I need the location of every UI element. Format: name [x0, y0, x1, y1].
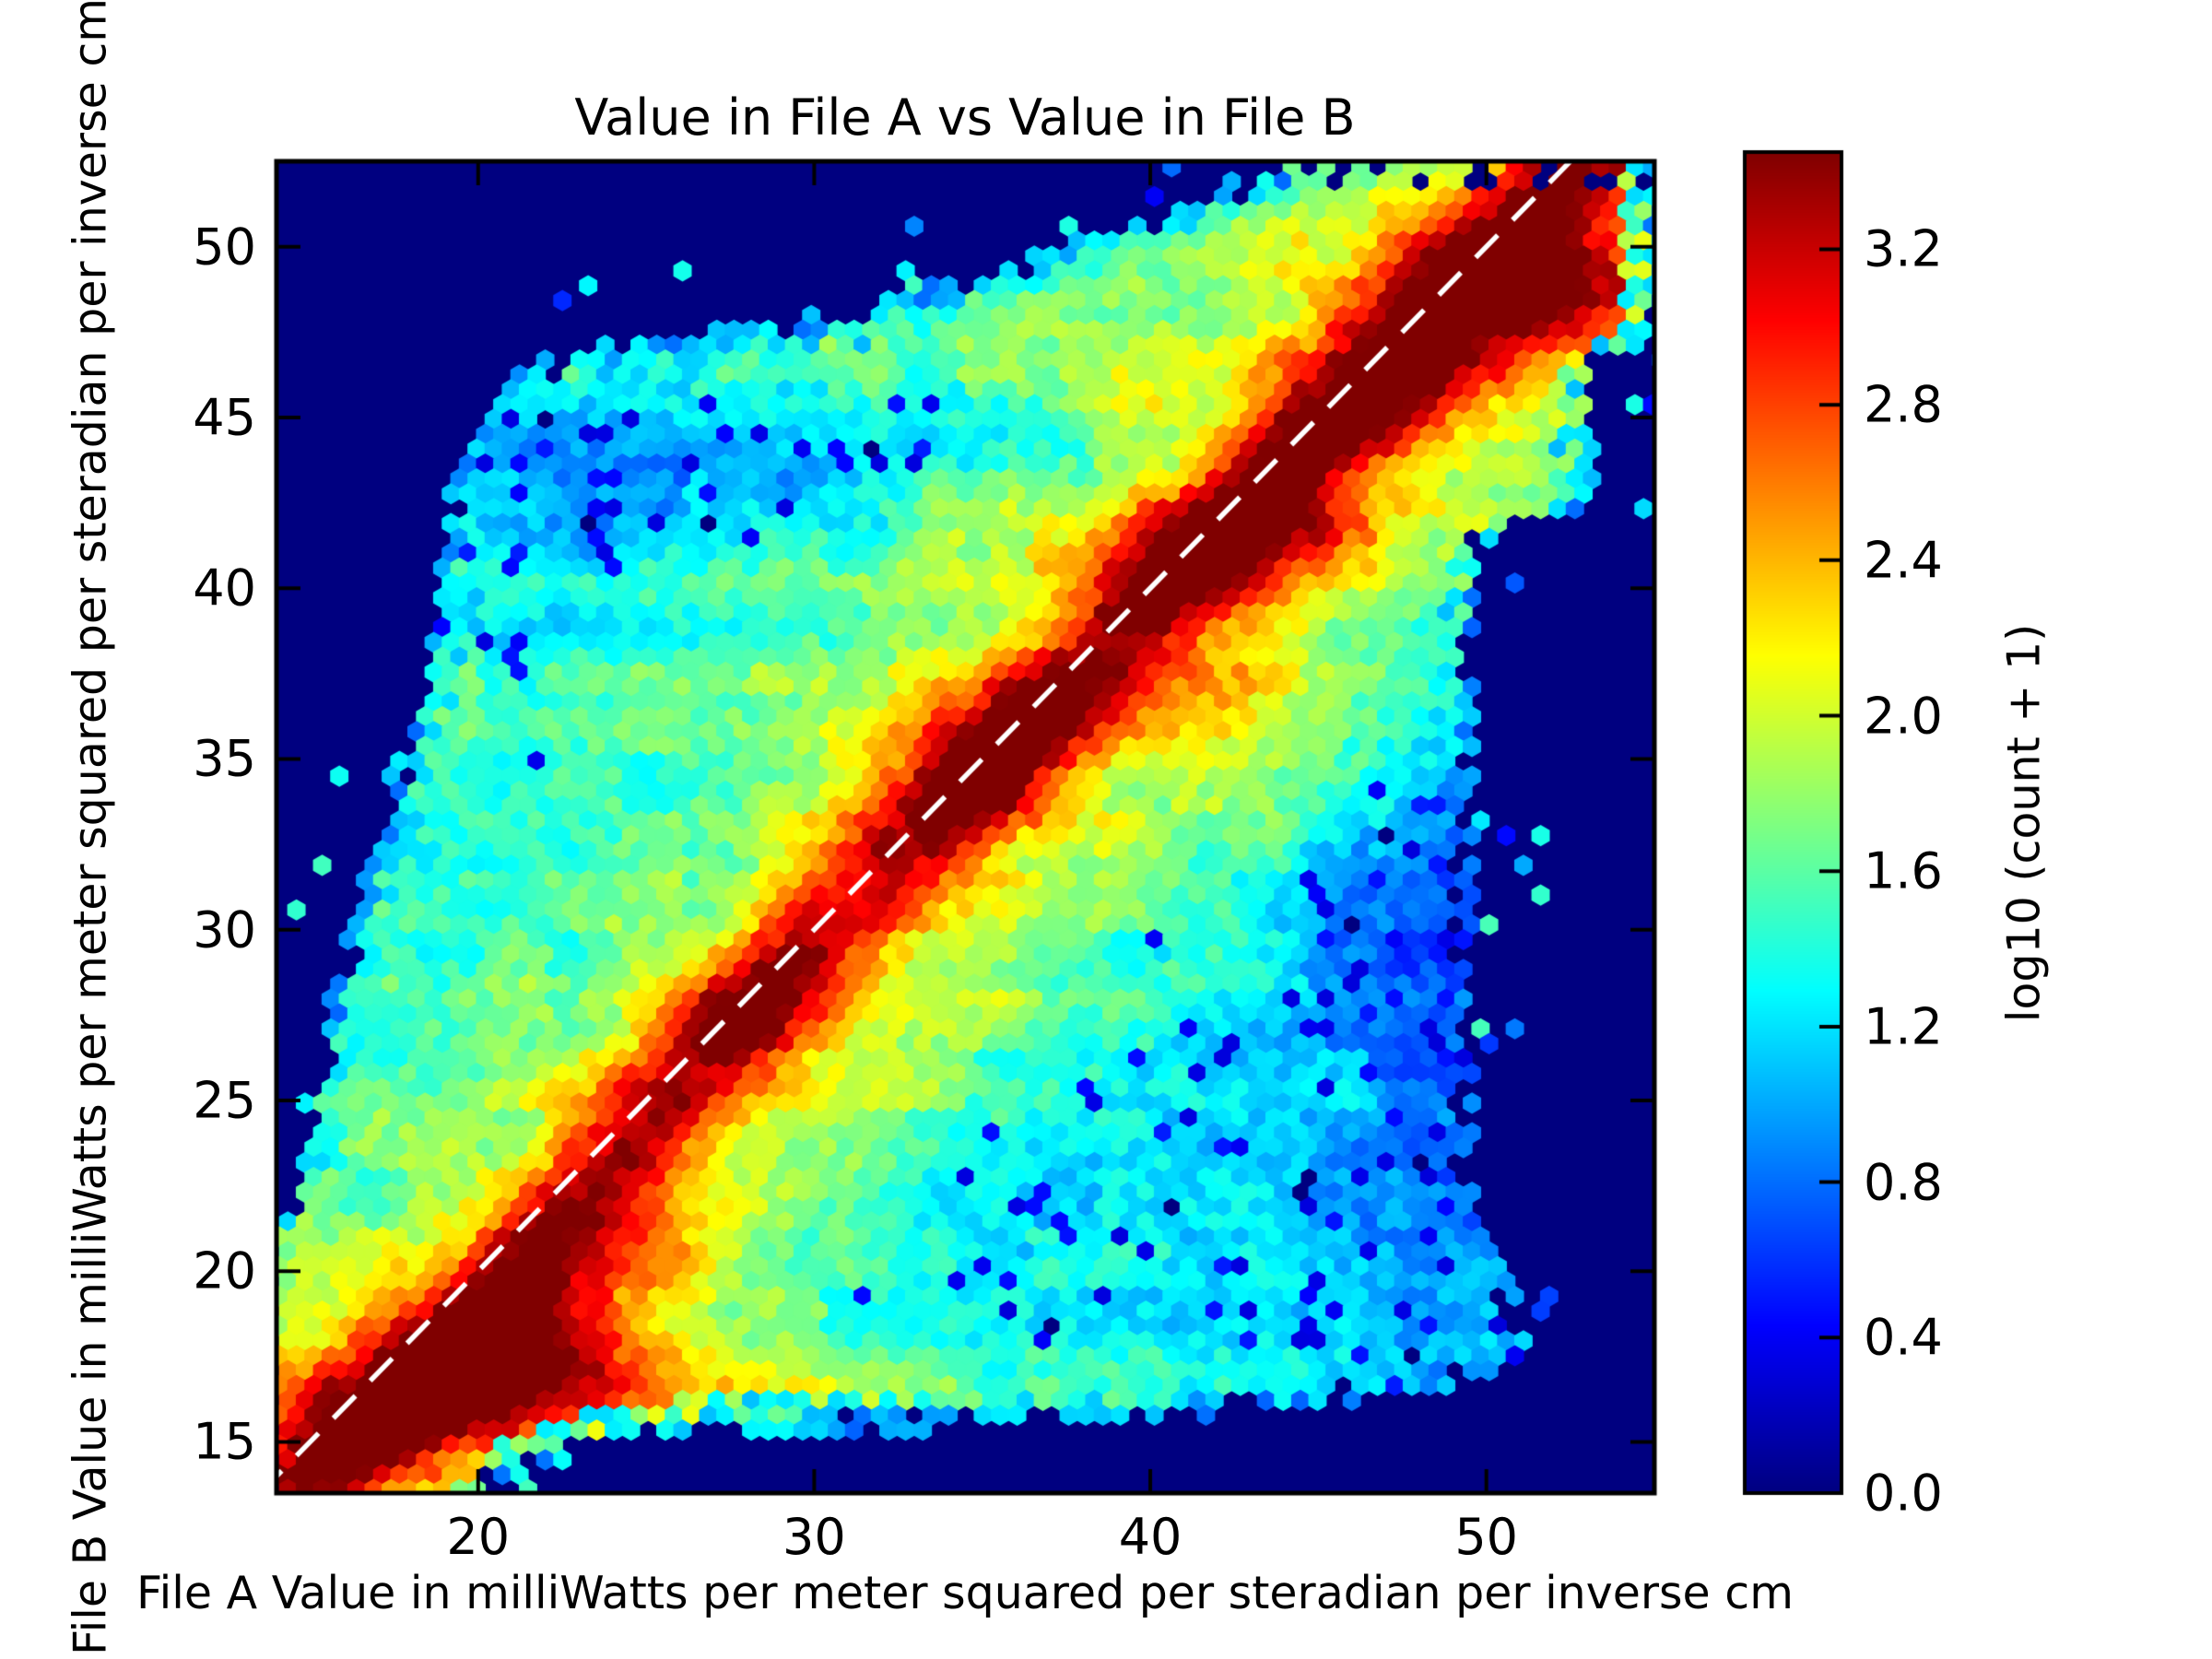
- y-tick-label: 30: [193, 900, 256, 959]
- colorbar-tick-label: 1.2: [1864, 997, 1943, 1056]
- x-tick-label: 40: [1118, 1508, 1182, 1566]
- colorbar-tick-label: 0.8: [1864, 1153, 1943, 1212]
- colorbar-tick-label: 0.0: [1864, 1464, 1943, 1523]
- y-tick-label: 15: [193, 1412, 256, 1471]
- y-axis-label: File B Value in milliWatts per meter squ…: [64, 0, 117, 1655]
- x-axis-label: File A Value in milliWatts per meter squ…: [136, 1567, 1794, 1619]
- colorbar-tick-label: 1.6: [1864, 841, 1943, 900]
- y-tick-label: 35: [193, 729, 256, 788]
- x-tick-label: 30: [782, 1508, 846, 1566]
- y-tick-label: 40: [193, 559, 256, 618]
- colorbar-tick-label: 2.0: [1864, 687, 1943, 746]
- colorbar-tick-label: 2.4: [1864, 531, 1943, 590]
- page-title: Value in File A vs Value in File B: [574, 88, 1356, 147]
- y-tick-label: 20: [193, 1241, 256, 1300]
- colorbar-tick-label: 0.4: [1864, 1308, 1943, 1367]
- y-tick-label: 45: [193, 388, 256, 447]
- x-tick-label: 50: [1454, 1508, 1519, 1566]
- y-tick-label: 50: [193, 218, 256, 276]
- y-tick-label: 25: [193, 1071, 256, 1130]
- x-tick-label: 20: [446, 1508, 511, 1566]
- colorbar-tick-label: 3.2: [1864, 219, 1943, 278]
- colorbar-label: log10 (count + 1): [1997, 623, 2051, 1023]
- colorbar-tick-label: 2.8: [1864, 375, 1943, 434]
